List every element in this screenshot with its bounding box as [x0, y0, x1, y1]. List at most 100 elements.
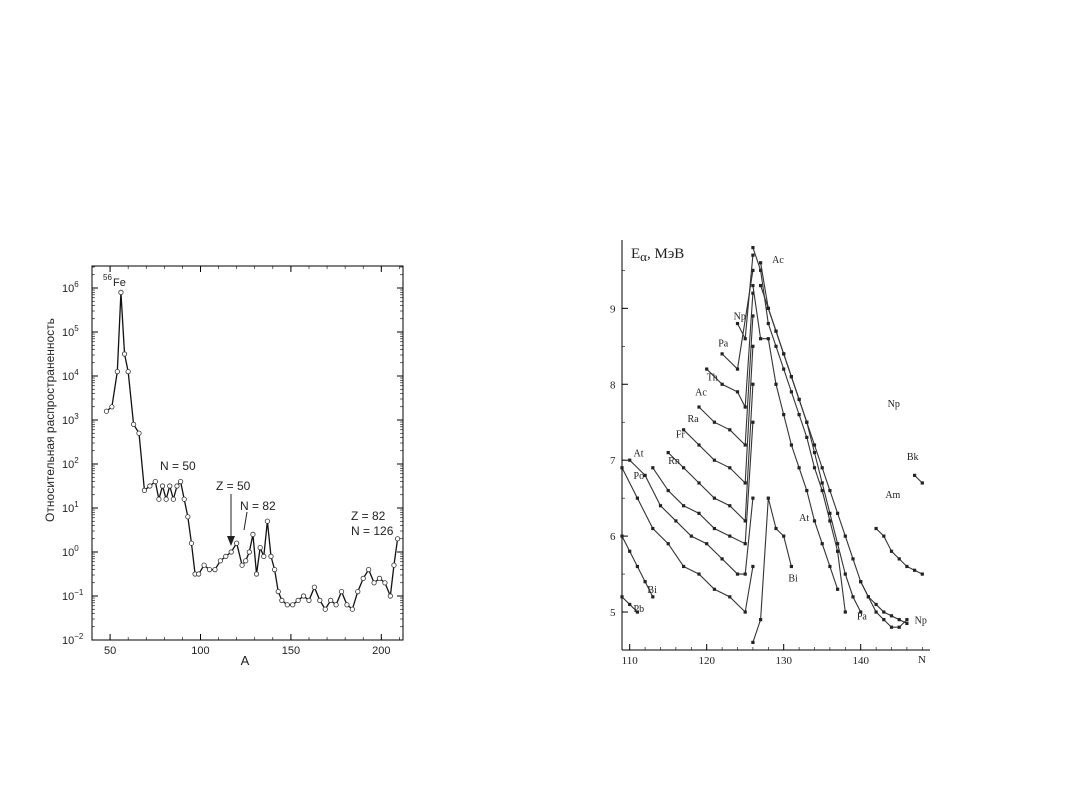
series-line-np: [860, 581, 908, 624]
abundance-point: [382, 580, 388, 586]
abundance-point: [261, 553, 267, 560]
abundance-point: [196, 571, 202, 577]
series-point-np: [866, 595, 870, 599]
series-point-fr: [743, 519, 747, 523]
series-point-np: [905, 618, 909, 622]
abundance-point: [167, 483, 173, 489]
abundance-x-axis-label: A: [241, 653, 250, 668]
series-point-ra: [743, 481, 747, 485]
series-point-ac: [851, 595, 855, 599]
abundance-point: [317, 597, 323, 604]
series-point-at: [820, 542, 824, 546]
series-point-ra: [751, 344, 755, 348]
abundance-point: [170, 496, 176, 502]
abundance-point: [328, 597, 334, 604]
series-point-ac: [728, 428, 732, 432]
y-tick-label: 103: [62, 412, 79, 427]
series-line-bi: [752, 498, 792, 643]
series-point-at: [782, 413, 786, 417]
x-tick-label: 200: [372, 645, 390, 657]
series-point-bi: [643, 580, 647, 584]
y-tick-label: 10−1: [62, 588, 84, 603]
series-point-ac: [743, 443, 747, 447]
abundance-point: [311, 584, 318, 590]
series-point-am: [889, 549, 894, 553]
y-tick-base: 10: [62, 371, 74, 383]
n82-pointer-line: [243, 511, 248, 531]
series-point-pa: [789, 390, 793, 394]
series-label-np: Np: [734, 312, 746, 323]
alpha-energy-tick-labels: 5 6 7 8 9 110 120 130 140: [610, 303, 869, 667]
y-tick-exponent: −1: [74, 588, 84, 597]
series-line-po: [621, 467, 754, 614]
series-point-ra: [697, 443, 701, 447]
ylabel-main: E: [631, 246, 640, 262]
series-point-ac: [759, 261, 763, 265]
series-point-at: [705, 542, 709, 546]
abundance-point: [185, 514, 191, 520]
series-point-rn: [697, 511, 701, 515]
abundance-line: [106, 292, 399, 611]
series-point-np: [743, 337, 747, 341]
abundance-point: [234, 540, 240, 546]
n126-annotation: N = 126: [351, 524, 394, 538]
series-label-bi: Bi: [788, 574, 798, 585]
series-point-bi: [774, 526, 778, 531]
alpha-energy-series: [620, 245, 924, 645]
series-label-np: Np: [888, 399, 900, 410]
series-point-at: [735, 572, 740, 576]
series-point-np: [889, 614, 894, 618]
abundance-point: [333, 602, 339, 608]
series-point-am: [882, 534, 886, 538]
series-point-ac: [836, 542, 840, 546]
x-tick-label: 50: [104, 645, 116, 657]
series-point-np: [897, 618, 901, 622]
n50-annotation: N = 50: [160, 459, 196, 473]
series-point-fr: [728, 504, 732, 508]
series-point-fr: [712, 496, 716, 500]
series-point-pa: [751, 245, 755, 250]
x-tick-label: 150: [282, 645, 300, 657]
series-point-rn: [728, 534, 732, 538]
series-label-ac: Ac: [695, 388, 707, 399]
series-label-at: At: [799, 513, 809, 524]
series-line-at: [629, 459, 754, 575]
series-point-np: [820, 466, 824, 470]
abundance-point: [177, 478, 184, 485]
series-point-np: [851, 557, 855, 561]
abundance-point: [295, 597, 301, 604]
abundance-point: [284, 602, 290, 608]
series-point-np: [759, 283, 763, 288]
series-label-ra: Ra: [687, 414, 699, 425]
series-point-ac: [712, 420, 716, 424]
series-point-bi: [620, 534, 624, 538]
series-point-np: [735, 321, 740, 326]
abundance-point: [306, 597, 312, 604]
series-point-po: [635, 496, 639, 500]
y-tick-base: 10: [62, 283, 74, 295]
series-point-pb: [628, 602, 632, 607]
series-point-bi: [759, 618, 763, 622]
fe-mass-number: 56: [103, 273, 112, 282]
series-point-rn: [651, 466, 655, 470]
series-point-np: [897, 625, 901, 629]
z82-annotation: Z = 82: [351, 509, 386, 523]
series-point-pa: [759, 268, 763, 272]
series-point-am: [874, 526, 878, 531]
series-point-at: [751, 283, 755, 288]
series-point-np: [874, 602, 878, 607]
y-tick-exponent: 6: [74, 280, 79, 289]
series-point-at: [628, 458, 632, 462]
series-point-fr: [751, 382, 755, 386]
abundance-series-points: [103, 289, 401, 612]
abundance-point: [275, 588, 281, 595]
abundance-point: [152, 478, 158, 485]
abundance-point: [394, 536, 401, 542]
y-tick-label: 102: [62, 456, 79, 471]
series-line-fr: [667, 384, 754, 523]
series-point-at: [836, 587, 840, 591]
abundance-point: [387, 593, 393, 599]
